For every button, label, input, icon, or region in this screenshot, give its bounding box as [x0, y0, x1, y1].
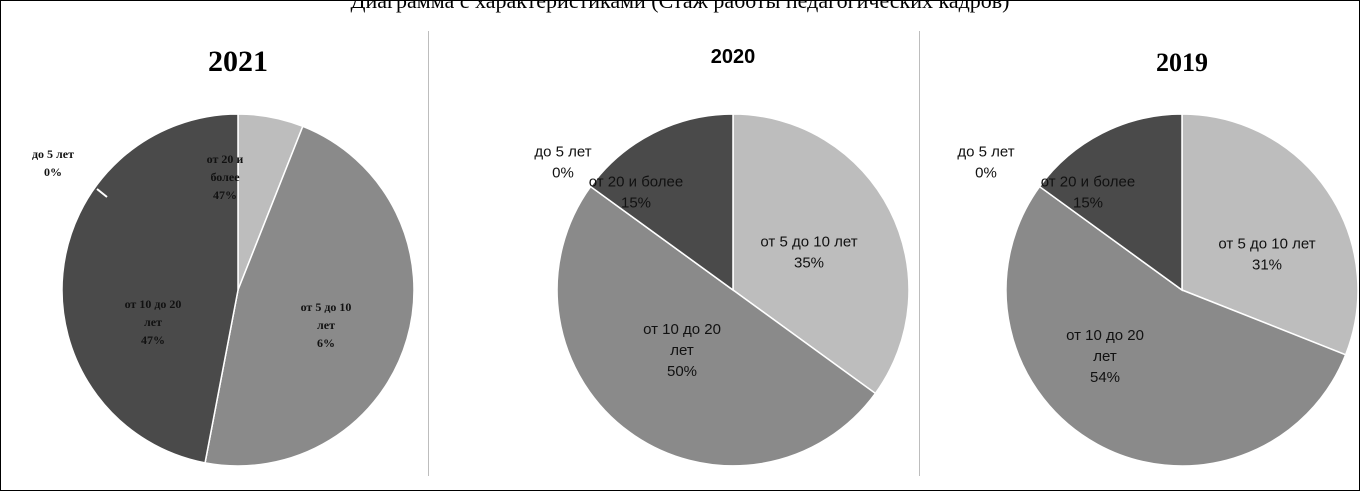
slice-label: от 20 и более 15% — [589, 174, 684, 212]
slice-label: до 5 лет 0% — [534, 144, 591, 182]
pie-slice — [556, 185, 877, 467]
pie-slice — [1181, 113, 1359, 356]
panel-divider — [428, 31, 429, 476]
slice-label: от 10 до 20 лет 50% — [643, 321, 721, 380]
pie-slice — [732, 113, 910, 395]
leader-line — [96, 188, 108, 198]
slice-label: от 20 и более 47% — [207, 152, 244, 202]
pie-chart-2020: 2020 от 5 до 10 лет 35% от 10 до 20 лет 50% до… — [534, 46, 910, 467]
pie-slice — [204, 125, 415, 467]
slice-label: от 10 до 20 лет 47% — [125, 297, 182, 347]
slice-label: от 20 и более 15% — [1041, 174, 1136, 212]
slice-label: до 5 лет 0% — [32, 147, 74, 179]
pie-slice — [1005, 185, 1347, 467]
figure-header: Диаграмма с характеристиками (Стаж работ… — [350, 0, 1010, 13]
pie-chart-2021: 2021 от 5 до 10 лет 6% от 10 до 20 лет 47% до 5… — [32, 45, 415, 467]
slice-label: от 5 до 10 лет 35% — [760, 234, 857, 272]
pie-slice — [1038, 113, 1183, 292]
pie-slice — [61, 113, 239, 464]
panel-divider — [919, 31, 920, 476]
chart-title: 2020 — [711, 46, 756, 68]
chart-title: 2019 — [1156, 48, 1208, 77]
chart-title: 2021 — [208, 45, 268, 78]
slice-label: до 5 лет 0% — [957, 144, 1014, 182]
pie-chart-2019: 2019 от 5 до 10 лет 31% от 10 до 20 лет 54% до… — [957, 48, 1359, 467]
slice-label: от 10 до 20 лет 54% — [1066, 327, 1144, 386]
slice-label: от 5 до 10 лет 6% — [301, 300, 352, 350]
pie-slice — [589, 113, 734, 292]
slice-label: от 5 до 10 лет 31% — [1218, 236, 1315, 274]
